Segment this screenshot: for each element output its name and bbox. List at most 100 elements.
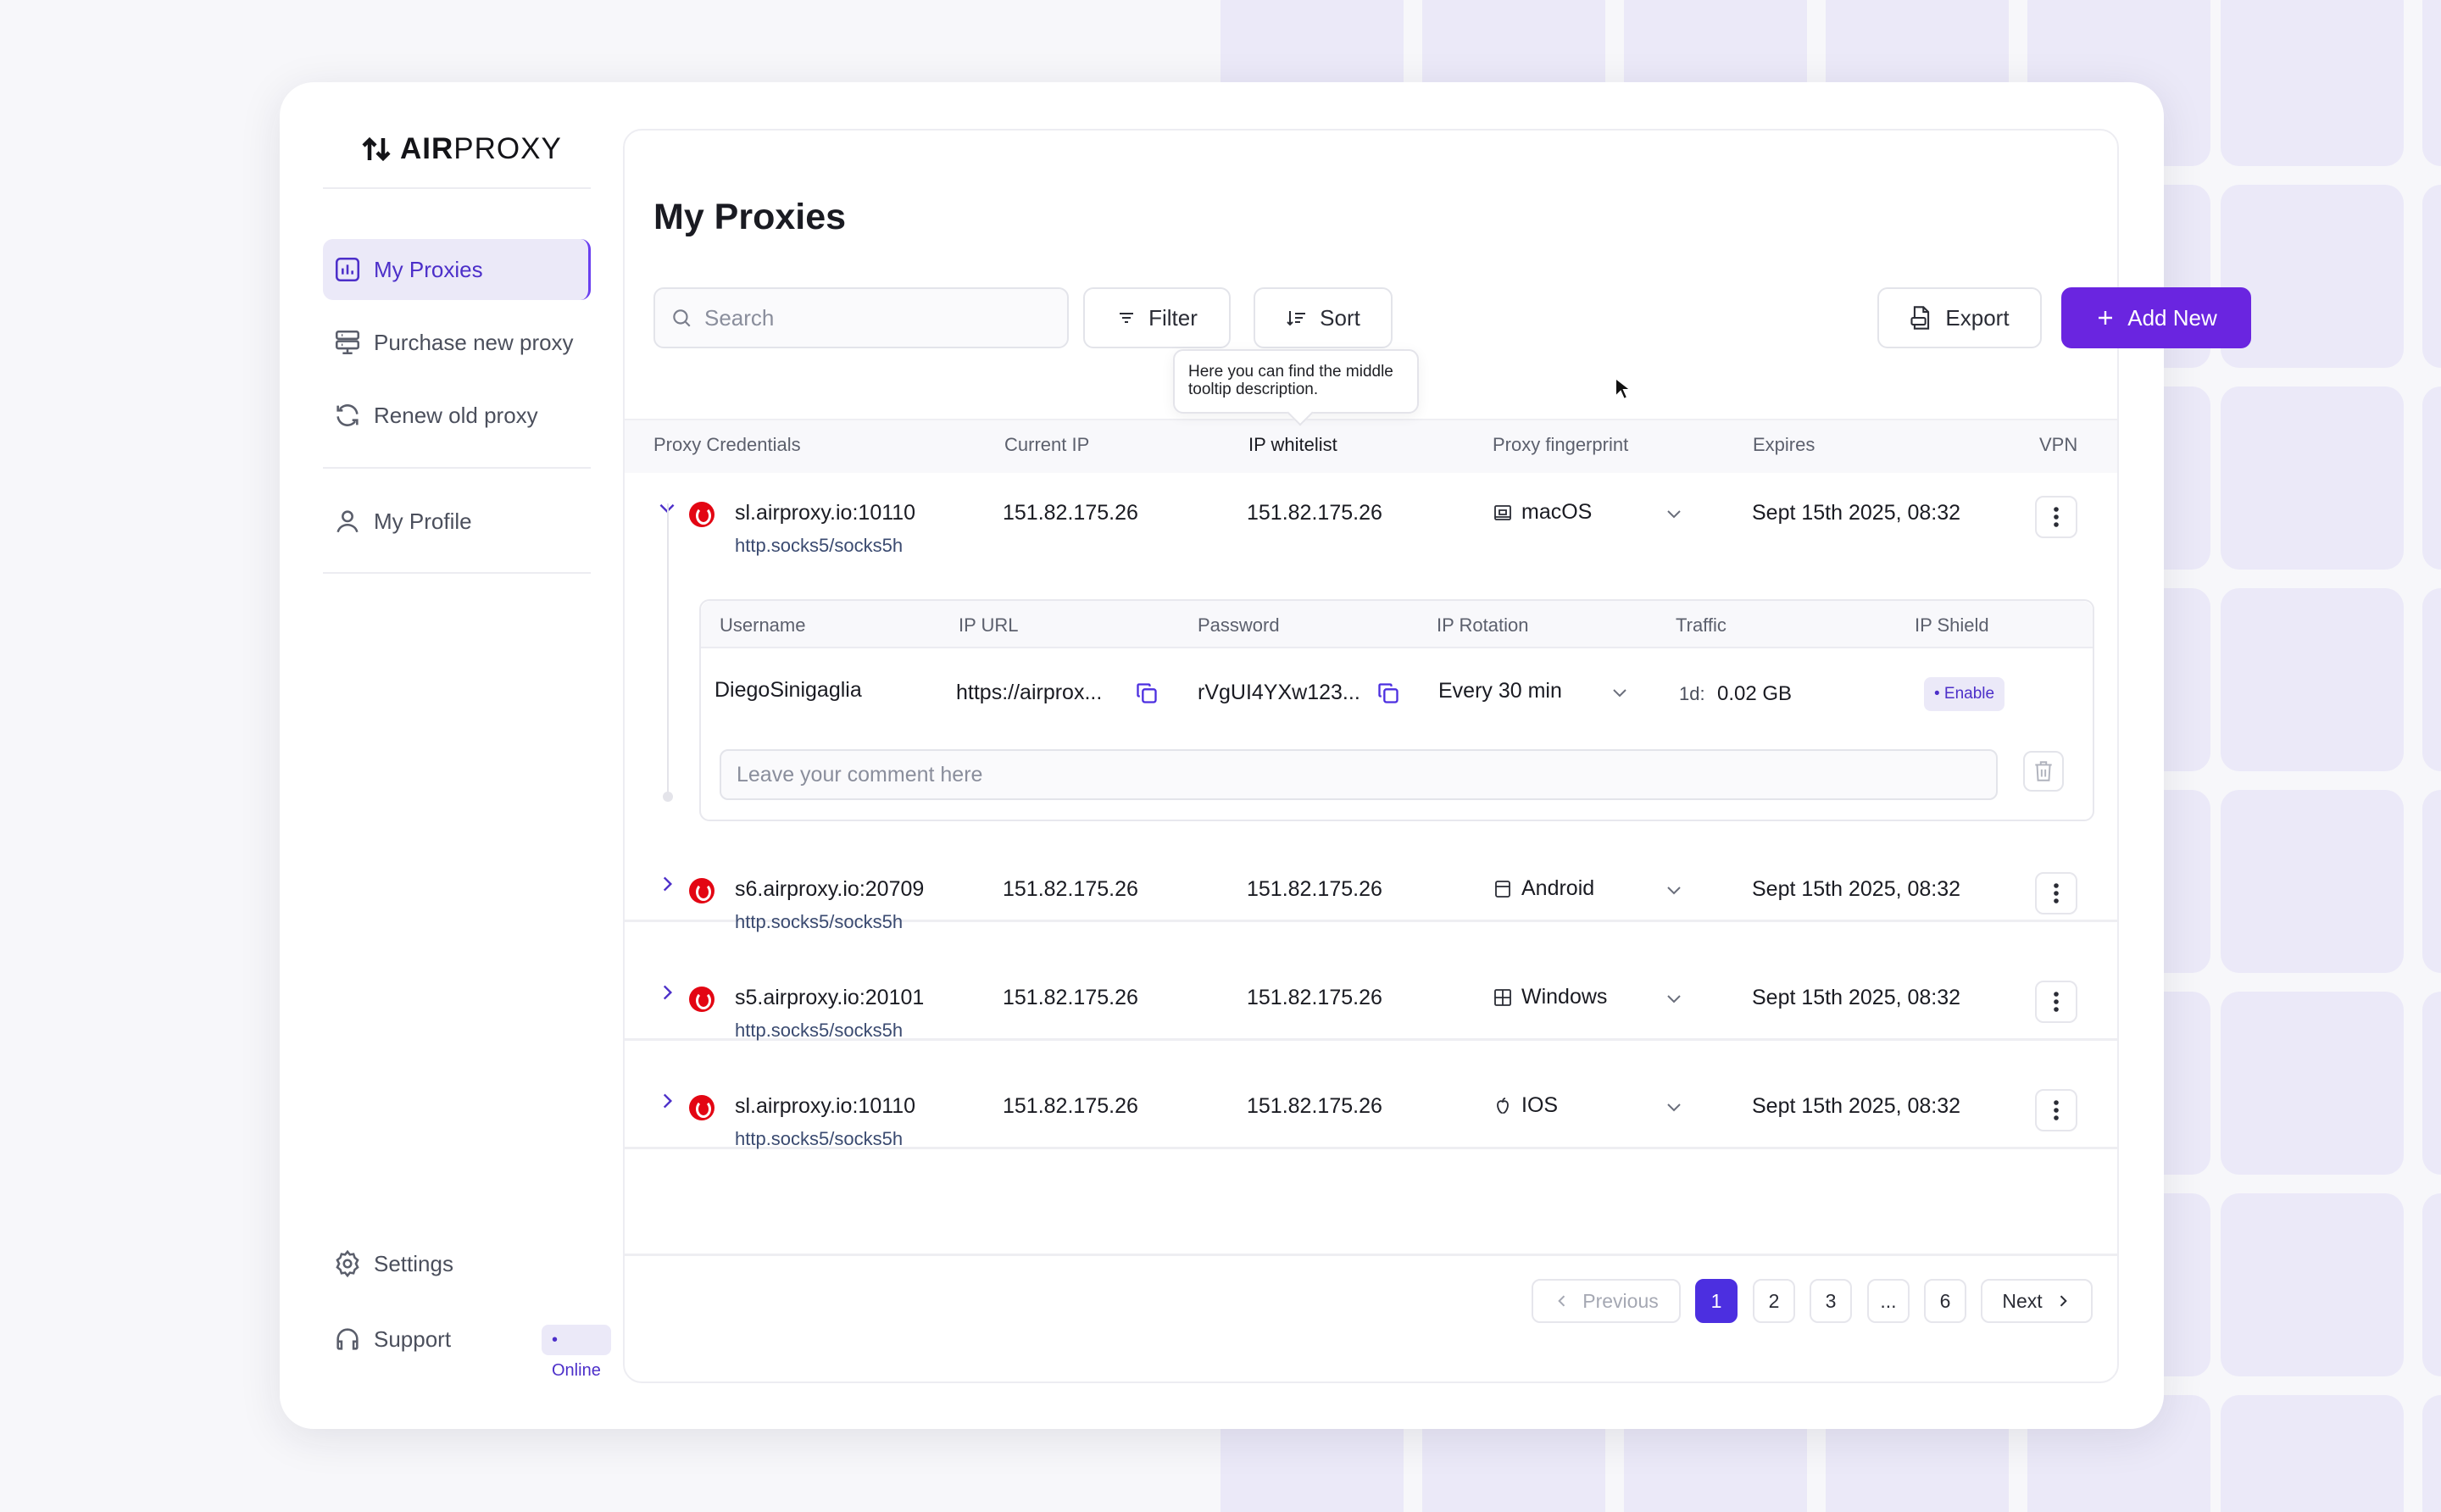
more-vertical-icon: [2054, 1100, 2059, 1120]
proxy-protocol: http.socks5/socks5h: [735, 911, 904, 932]
os-label: Windows: [1521, 985, 1608, 1009]
column-header-vpn: VPN: [2039, 434, 2078, 455]
chevron-down-icon[interactable]: [1610, 682, 1630, 703]
tooltip: Here you can find the middle tooltip des…: [1173, 349, 1419, 414]
background-tile: [2422, 386, 2441, 570]
copy-icon[interactable]: [1135, 681, 1159, 705]
detail-header-ip-shield: IP Shield: [1915, 614, 1989, 636]
row-menu-button[interactable]: [2035, 496, 2077, 538]
ip-url-value: https://airprox...: [956, 681, 1103, 704]
column-header-expires: Expires: [1753, 434, 1815, 455]
expires-date: Sept 15th 2025, 08:32: [1752, 877, 1961, 901]
sidebar-item-label: Purchase new proxy: [374, 329, 574, 355]
brand-logo: AIRPROXY: [361, 128, 562, 170]
background-tile: [2422, 185, 2441, 368]
sidebar-item-settings[interactable]: Settings: [323, 1233, 591, 1294]
sidebar-item-label: Renew old proxy: [374, 402, 538, 428]
apple-icon: [1497, 1097, 1509, 1114]
export-button[interactable]: Export: [1877, 287, 2042, 348]
ip-shield-enable-badge[interactable]: • Enable: [1924, 677, 2005, 711]
chart-icon: [335, 257, 360, 282]
more-vertical-icon: [2054, 992, 2059, 1012]
plus-icon: [2099, 311, 2113, 325]
sidebar-item-label: Settings: [374, 1250, 453, 1276]
main-panel: My Proxies Filter Sort Export Add New Pr…: [623, 129, 2251, 1383]
expand-chevron-icon[interactable]: [656, 981, 678, 1003]
os-label: Android: [1521, 876, 1595, 900]
background-tile: [2221, 185, 2404, 368]
ip-whitelist: 151.82.175.26: [1247, 877, 1382, 901]
current-ip: 151.82.175.26: [1003, 986, 1138, 1009]
current-ip: 151.82.175.26: [1003, 877, 1138, 901]
background-tile: [2221, 1395, 2404, 1512]
sidebar-item-my-proxies[interactable]: My Proxies: [323, 239, 591, 300]
row-menu-button[interactable]: [2035, 981, 2077, 1023]
sidebar-item-renew-proxy[interactable]: Renew old proxy: [323, 385, 591, 446]
pagination-page-3[interactable]: 3: [1810, 1279, 1852, 1323]
sort-button[interactable]: Sort: [1254, 287, 1393, 348]
row-divider: [625, 1254, 2117, 1256]
pagination-previous-button[interactable]: Previous: [1532, 1279, 1681, 1323]
chevron-down-icon[interactable]: [1664, 880, 1684, 900]
sidebar-item-support[interactable]: Support • Online: [323, 1309, 611, 1380]
row-menu-button[interactable]: [2035, 1089, 2077, 1131]
background-tile: [2422, 992, 2441, 1175]
background-tile: [2422, 588, 2441, 771]
rotation-select[interactable]: Every 30 min: [1438, 679, 1562, 703]
chevron-down-icon[interactable]: [1664, 503, 1684, 524]
search-box: [653, 287, 1069, 348]
csv-file-icon: [1910, 306, 1930, 330]
chevron-right-icon: [2060, 1295, 2067, 1307]
copy-icon[interactable]: [1376, 681, 1400, 705]
expand-chevron-icon[interactable]: [656, 1090, 678, 1112]
pagination-page-1[interactable]: 1: [1695, 1279, 1738, 1323]
background-tile: [2221, 1193, 2404, 1376]
table-header: [625, 419, 2117, 473]
search-input[interactable]: [704, 304, 1043, 331]
background-tile: [2422, 1395, 2441, 1512]
column-header-ip-whitelist[interactable]: IP whitelist: [1248, 434, 1337, 455]
sidebar: AIRPROXY My Proxies Purchase new proxy R…: [280, 82, 617, 1429]
row-divider: [625, 920, 2117, 922]
expand-chevron-icon[interactable]: [656, 873, 678, 895]
vodafone-logo-icon: [689, 502, 715, 527]
background-tile: [2422, 0, 2441, 166]
detail-header-password: Password: [1198, 614, 1280, 636]
pagination-next-button[interactable]: Next: [1981, 1279, 2093, 1323]
sidebar-item-label: My Proxies: [374, 256, 483, 282]
expires-date: Sept 15th 2025, 08:32: [1752, 501, 1961, 525]
proxy-host: sl.airproxy.io:10110: [735, 501, 916, 525]
pagination-page-2[interactable]: 2: [1753, 1279, 1795, 1323]
chevron-down-icon[interactable]: [1664, 988, 1684, 1009]
pagination-page-6[interactable]: 6: [1924, 1279, 1966, 1323]
detail-header-rotation: IP Rotation: [1437, 614, 1529, 636]
background-tile: [2422, 790, 2441, 973]
row-menu-button[interactable]: [2035, 872, 2077, 914]
background-tile: [2221, 588, 2404, 771]
filter-button[interactable]: Filter: [1083, 287, 1231, 348]
sidebar-item-purchase-proxy[interactable]: Purchase new proxy: [323, 312, 591, 373]
detail-header: [701, 601, 2093, 648]
detail-header-traffic: Traffic: [1676, 614, 1726, 636]
sort-icon: [1287, 311, 1306, 326]
chevron-down-icon[interactable]: [1664, 1097, 1684, 1117]
mouse-cursor-icon: [1615, 376, 1632, 401]
delete-button[interactable]: [2023, 751, 2064, 792]
ip-whitelist: 151.82.175.26: [1247, 1094, 1382, 1118]
background-tile: [2422, 1193, 2441, 1376]
os-fingerprint: macOS: [1493, 500, 1592, 525]
laptop-icon: [1494, 504, 1511, 520]
server-icon: [335, 330, 360, 355]
column-header-fingerprint: Proxy fingerprint: [1493, 434, 1629, 455]
filter-label: Filter: [1148, 304, 1198, 331]
more-vertical-icon: [2054, 507, 2059, 527]
expires-date: Sept 15th 2025, 08:32: [1752, 986, 1961, 1009]
user-icon: [336, 510, 359, 533]
comment-input[interactable]: [720, 749, 1998, 800]
proxy-host: s5.airproxy.io:20101: [735, 986, 925, 1009]
password-value: rVgUI4YXw123...: [1198, 681, 1360, 704]
pagination-ellipsis[interactable]: ...: [1867, 1279, 1910, 1323]
add-new-button[interactable]: Add New: [2061, 287, 2251, 348]
sidebar-item-my-profile[interactable]: My Profile: [323, 491, 591, 552]
column-header-credentials: Proxy Credentials: [653, 434, 801, 455]
